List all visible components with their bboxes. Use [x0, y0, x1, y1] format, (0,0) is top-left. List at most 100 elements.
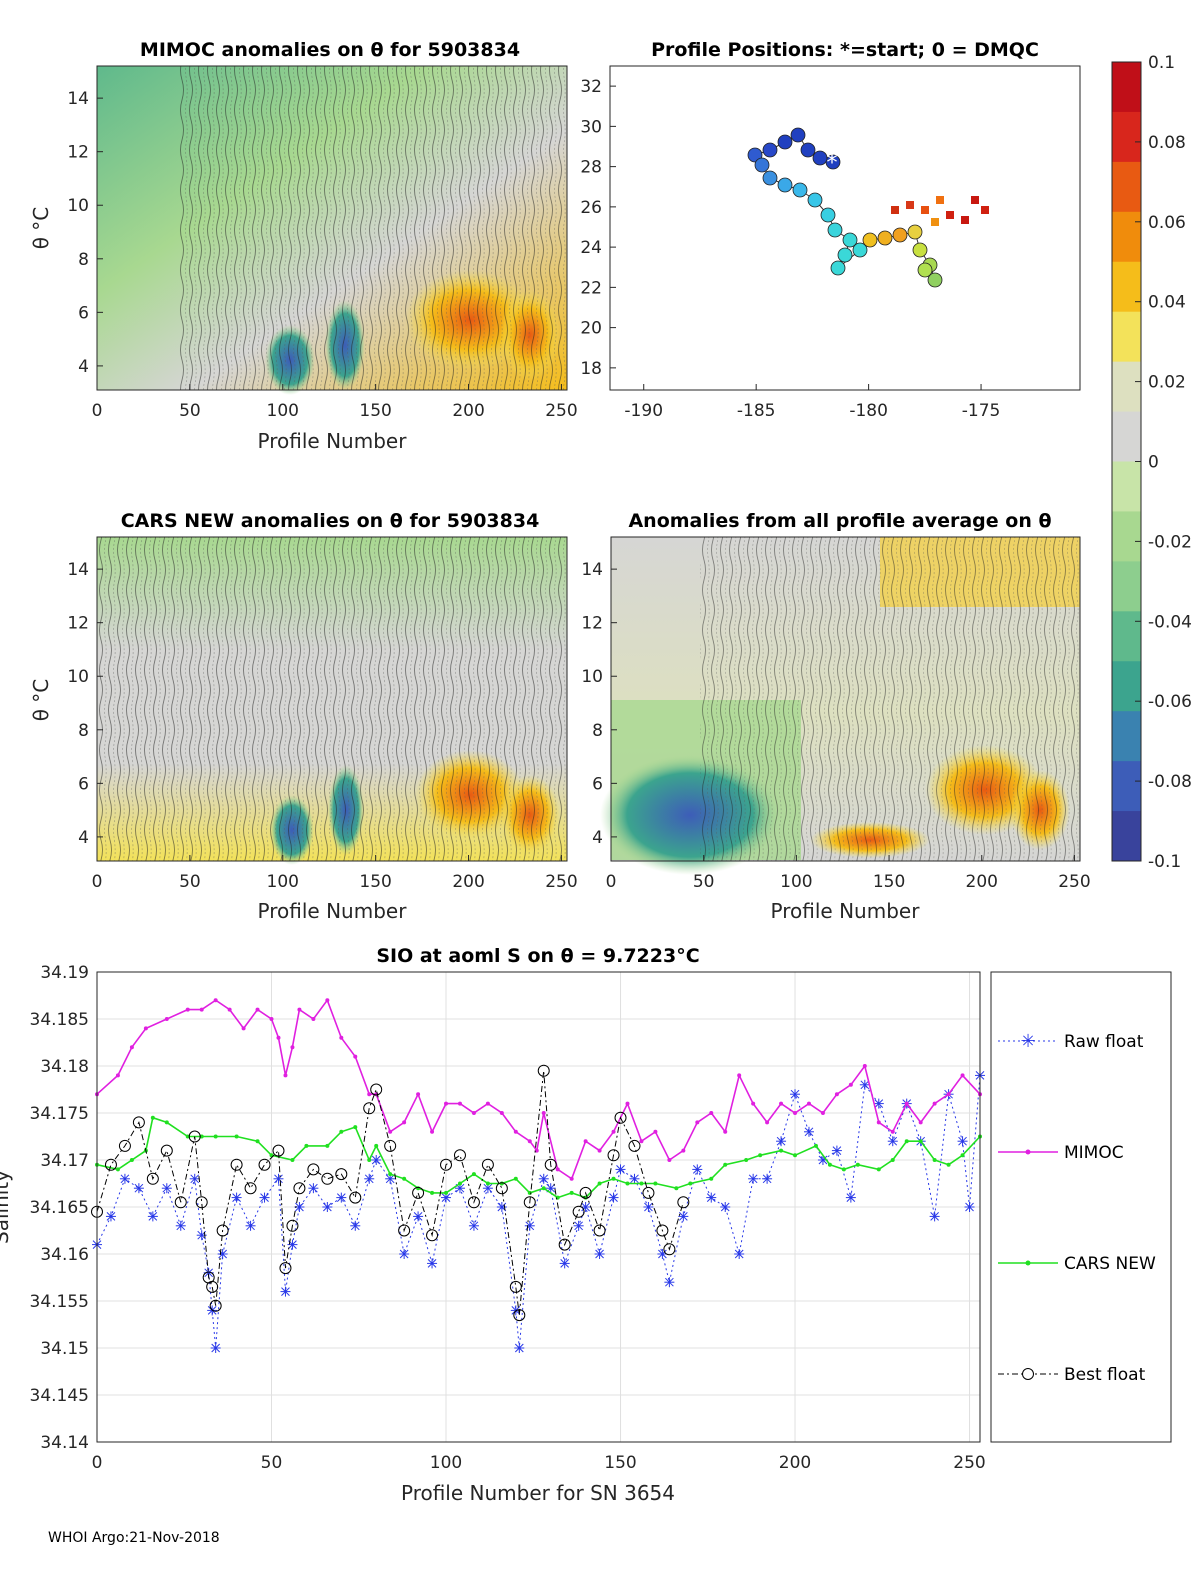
salinity-chart: SIO at aoml S on θ = 9.7223°C 34.1434.14…: [0, 945, 1172, 1505]
raw-float-point: [413, 1211, 424, 1222]
series-point: [444, 1101, 449, 1106]
series-point: [143, 1026, 148, 1031]
x-tick-label: -185: [737, 401, 776, 421]
series-point: [513, 1176, 518, 1181]
colorbar-tick-label: -0.06: [1148, 692, 1192, 712]
series-point: [164, 1017, 169, 1021]
position-marker: [762, 170, 778, 186]
chart-x-label: Profile Number for SN 3654: [401, 1481, 675, 1505]
best-float-point: [279, 1262, 292, 1275]
legend-entry: Best float: [998, 1365, 1146, 1385]
series-point: [227, 1007, 232, 1012]
raw-float-point: [364, 1173, 375, 1184]
start-marker: *: [827, 151, 838, 176]
raw-float-point: [831, 1145, 842, 1156]
series-line: [96, 1070, 684, 1316]
allavg-panel: Anomalies from all profile average on θ …: [581, 510, 1090, 923]
positions-x-ticks: -190 -185 -180 -175: [624, 384, 1000, 421]
series-point: [213, 1134, 218, 1139]
raw-float-point: [608, 1192, 619, 1203]
raw-float-point: [196, 1230, 207, 1241]
y-tick-label: 10: [581, 667, 603, 687]
series-raw-float: [92, 1070, 985, 1353]
best-float-point: [258, 1158, 271, 1171]
raw-float-point: [514, 1343, 525, 1353]
profile-position-track: [747, 127, 989, 288]
series-point: [199, 1134, 204, 1139]
best-float-point: [398, 1224, 411, 1237]
series-point: [737, 1073, 742, 1078]
series-point: [457, 1101, 462, 1106]
colorbar-tick-label: 0: [1148, 453, 1159, 473]
mimoc-contours: [180, 66, 567, 390]
best-float-point: [272, 1144, 285, 1157]
x-tick-label: 100: [780, 872, 812, 892]
best-float-point: [495, 1182, 508, 1195]
series-point: [674, 1186, 679, 1191]
series-point: [583, 1139, 588, 1144]
x-tick-label: -175: [962, 401, 1001, 421]
colorbar-tick-label: -0.08: [1148, 772, 1192, 792]
series-point: [862, 1064, 867, 1068]
raw-float-point: [119, 1173, 130, 1184]
legend-label: Best float: [1064, 1365, 1146, 1385]
series-point: [932, 1101, 937, 1106]
best-float-point: [230, 1158, 243, 1171]
raw-float-point: [734, 1249, 745, 1259]
series-point: [855, 1162, 860, 1167]
series-point: [297, 1007, 302, 1012]
allavg-title: Anomalies from all profile average on θ: [628, 510, 1051, 532]
raw-float-point: [175, 1220, 186, 1231]
y-tick-label: 26: [580, 198, 602, 218]
allavg-contours: [700, 537, 1080, 861]
position-marker: [907, 224, 923, 240]
series-point: [471, 1172, 476, 1177]
raw-float-point: [245, 1220, 256, 1231]
colorbar-tick-label: 0.1: [1148, 53, 1175, 73]
colorbar-band: [1112, 811, 1141, 862]
series-point: [779, 1101, 784, 1106]
series-point: [290, 1158, 295, 1162]
raw-float-point: [427, 1258, 438, 1269]
series-point: [681, 1148, 686, 1153]
series-point: [255, 1007, 260, 1012]
dmqc-marker: [981, 206, 989, 214]
raw-float-point: [859, 1079, 870, 1090]
colorbar-band: [1112, 211, 1141, 263]
y-tick-label: 12: [67, 143, 89, 163]
chart-legend: ✳ Raw float MIMOC CARS NEW Best float: [990, 971, 1172, 1443]
series-point: [918, 1139, 923, 1144]
series-point: [290, 1045, 295, 1050]
x-tick-label: 150: [604, 1453, 636, 1473]
series-point: [960, 1153, 965, 1158]
series-point: [960, 1073, 965, 1078]
raw-float-point: [468, 1220, 479, 1231]
series-point: [890, 1129, 895, 1134]
series-point: [304, 1143, 309, 1148]
y-tick-label: 30: [580, 117, 602, 137]
raw-float-point: [273, 1173, 284, 1184]
colorbar-band: [1112, 361, 1141, 413]
y-tick-label: 34.185: [30, 1010, 89, 1030]
best-float-point: [453, 1149, 466, 1162]
raw-float-point: [803, 1126, 814, 1137]
best-float-point: [656, 1224, 669, 1237]
chart-series: [91, 998, 985, 1353]
positions-title: Profile Positions: *=start; 0 = DMQC: [651, 39, 1039, 61]
cars-y-ticks: 4 6 8 10 12 14: [67, 560, 103, 848]
series-point: [353, 1054, 358, 1059]
legend-entry: ✳ Raw float: [998, 1031, 1144, 1052]
best-float-point: [412, 1186, 425, 1199]
best-float-point: [677, 1196, 690, 1209]
series-point: [758, 1153, 763, 1158]
best-float-point: [628, 1139, 641, 1152]
series-point: [485, 1181, 490, 1186]
colorbar-ticks: 0.1 0.08 0.06 0.04 0.02 0 -0.02 -0.04 -0.06 -0.08…: [1135, 53, 1192, 872]
colorbar-tick-label: -0.02: [1148, 532, 1192, 552]
colorbar-band: [1112, 111, 1141, 163]
allavg-x-label: Profile Number: [771, 899, 921, 923]
y-tick-label: 8: [78, 721, 89, 741]
raw-float-point: [399, 1249, 410, 1259]
cars-x-label: Profile Number: [258, 899, 408, 923]
colorbar-band: [1112, 511, 1141, 562]
